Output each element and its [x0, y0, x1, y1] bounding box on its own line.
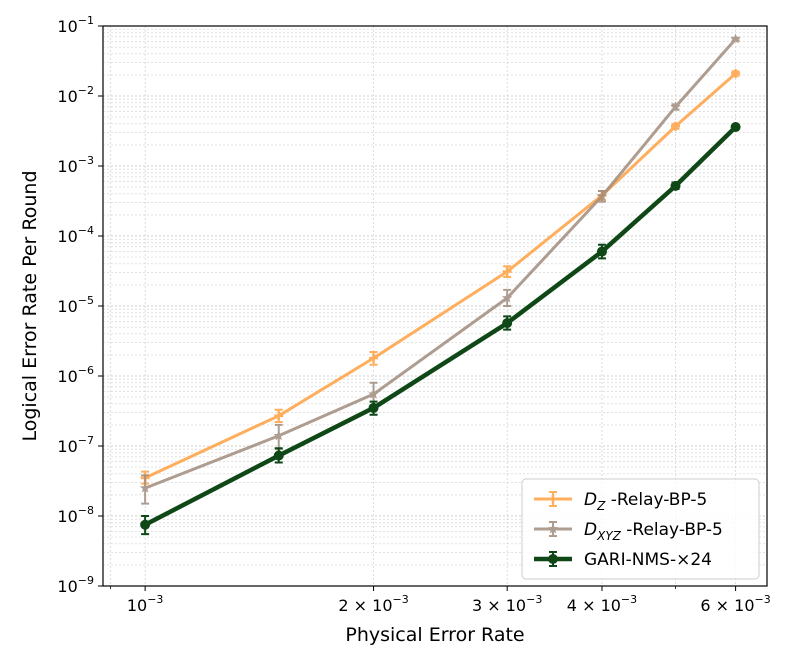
y-tick-label: 10−4: [57, 224, 94, 246]
x-tick-label: 6 × 10−3: [700, 593, 770, 615]
legend-label: DXYZ -Relay-BP-5: [584, 520, 723, 543]
data-point: [368, 402, 379, 413]
data-point: [596, 190, 608, 201]
series-line: [144, 125, 738, 527]
axis-ticks: 10−9 10−8 10−7 10−6 10−5 10−4 10−3 10−2 10−1 10−3…: [57, 14, 770, 615]
data-point: [596, 246, 607, 257]
data-point: [670, 180, 681, 191]
data-point: [273, 430, 284, 441]
y-tick-label: 10−3: [57, 154, 94, 176]
series-line: [144, 72, 737, 480]
data-point: [730, 33, 741, 44]
x-tick-label: 3 × 10−3: [472, 593, 542, 615]
data-point: [670, 101, 681, 112]
y-tick-label: 10−8: [57, 504, 94, 526]
data-point: [273, 450, 284, 461]
y-tick-label: 10−7: [57, 434, 94, 456]
legend-label: GARI-NMS-×24: [584, 550, 712, 570]
series-1: [139, 33, 741, 505]
legend-box: [521, 478, 760, 580]
legend-label: DZ -Relay-BP-5: [584, 490, 707, 513]
series-group: [139, 33, 741, 536]
x-tick-label: 4 × 10−3: [567, 593, 637, 615]
data-point: [730, 122, 741, 133]
y-tick-label: 10−2: [57, 84, 94, 106]
legend-marker: [548, 554, 558, 564]
data-point: [502, 318, 513, 329]
y-axis-label: Logical Error Rate Per Round: [19, 170, 41, 441]
legend-entry: [534, 551, 572, 567]
y-tick-label: 10−6: [57, 364, 94, 386]
x-tick-label: 10−3: [127, 593, 164, 615]
legend: DZ -Relay-BP-5 DXYZ -Relay-BP-5 GARI-NMS-×…: [521, 478, 760, 580]
x-tick-label: 2 × 10−3: [338, 593, 408, 615]
data-point: [731, 68, 741, 78]
data-point: [671, 121, 681, 131]
data-point: [139, 482, 151, 493]
data-point: [274, 411, 284, 421]
legend-entry: [534, 491, 572, 507]
legend-marker: [548, 494, 558, 504]
data-point: [140, 519, 151, 530]
x-axis-label: Physical Error Rate: [345, 624, 524, 646]
series-0: [140, 68, 741, 485]
legend-marker: [547, 523, 559, 534]
y-tick-label: 10−9: [57, 574, 94, 596]
y-tick-label: 10−1: [57, 14, 94, 36]
data-point: [369, 353, 379, 363]
data-point: [368, 388, 379, 399]
y-tick-label: 10−5: [57, 294, 94, 316]
data-point: [501, 292, 513, 303]
series-2: [140, 122, 741, 536]
legend-entry: [534, 521, 572, 537]
data-point: [502, 267, 512, 277]
